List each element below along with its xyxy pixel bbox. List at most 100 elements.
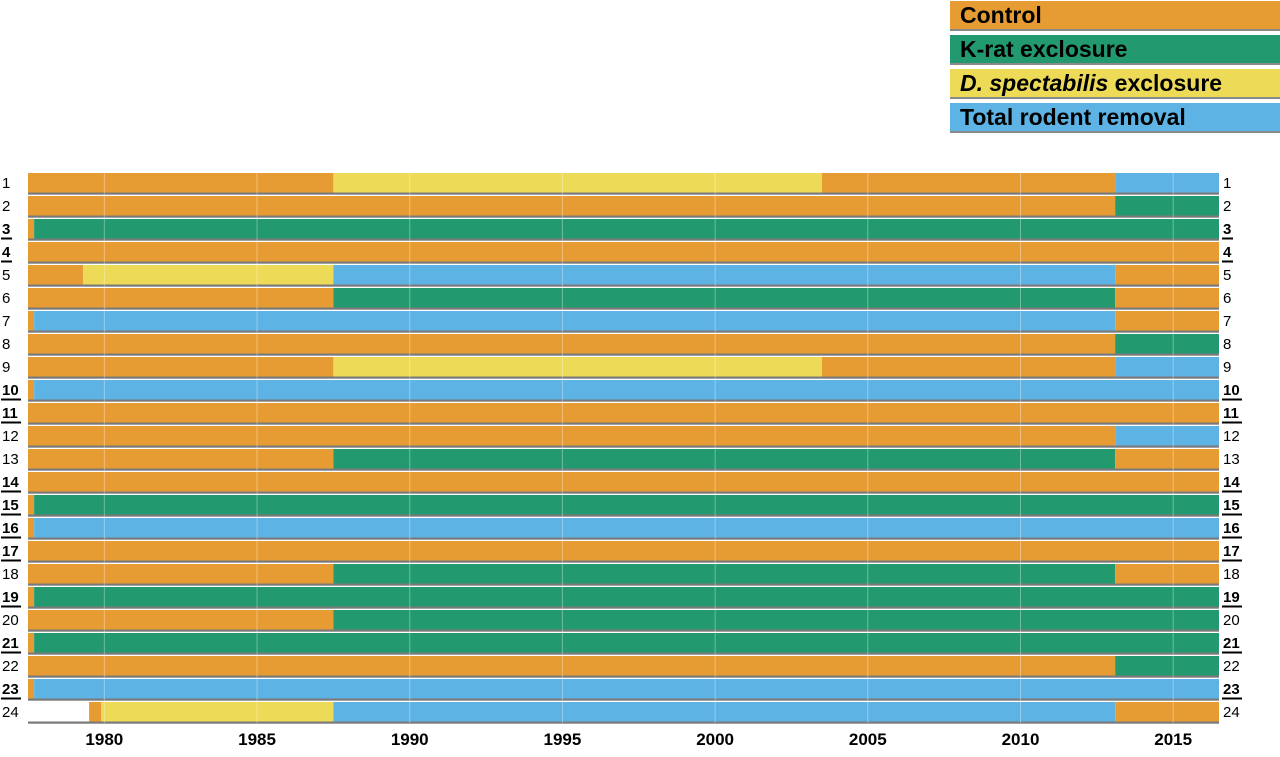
row-separator bbox=[28, 261, 1219, 264]
treatment-segment bbox=[28, 702, 90, 722]
legend-item-control: Control bbox=[950, 1, 1280, 31]
row-label-underline bbox=[1, 398, 21, 401]
row-label-underline bbox=[1222, 237, 1233, 240]
row-label-right: 22 bbox=[1223, 658, 1240, 675]
row-label-left: 14 bbox=[2, 474, 19, 491]
row-label-left: 15 bbox=[2, 497, 19, 514]
row-separator bbox=[28, 215, 1219, 218]
row-label-right: 12 bbox=[1223, 428, 1240, 445]
row-label-left: 18 bbox=[2, 566, 19, 583]
treatment-segment bbox=[822, 357, 1116, 377]
row-label-underline bbox=[1222, 536, 1242, 539]
treatment-segment bbox=[28, 196, 1116, 216]
treatment-segment bbox=[333, 702, 1116, 722]
row-label-left: 6 bbox=[2, 290, 10, 307]
treatment-segment bbox=[28, 334, 1116, 354]
row-label-right: 19 bbox=[1223, 589, 1240, 606]
row-label-underline bbox=[1222, 559, 1242, 562]
treatment-segment bbox=[34, 380, 1220, 400]
treatment-segment bbox=[28, 656, 1116, 676]
row-label-left: 1 bbox=[2, 175, 10, 192]
legend-label-control: Control bbox=[960, 2, 1042, 28]
row-separator bbox=[28, 284, 1219, 287]
row-label-right: 24 bbox=[1223, 704, 1240, 721]
row-label-right: 11 bbox=[1223, 405, 1239, 422]
row-label-left: 12 bbox=[2, 428, 19, 445]
row-label-left: 22 bbox=[2, 658, 19, 675]
treatment-segment bbox=[1115, 288, 1219, 308]
row-label-left: 17 bbox=[2, 543, 19, 560]
treatment-segment bbox=[28, 495, 35, 515]
treatment-segment bbox=[28, 242, 1219, 262]
treatment-segment bbox=[1115, 173, 1219, 193]
row-separator bbox=[28, 606, 1219, 609]
treatment-segment bbox=[1115, 357, 1219, 377]
treatment-segment bbox=[333, 610, 1219, 630]
row-label-underline bbox=[1, 651, 21, 654]
treatment-segment bbox=[333, 564, 1116, 584]
treatment-segment bbox=[1115, 702, 1219, 722]
treatment-segment bbox=[1115, 656, 1219, 676]
legend-label-dspectabilis-rest: exclosure bbox=[1108, 70, 1223, 96]
treatment-segment bbox=[28, 311, 35, 331]
row-label-right: 17 bbox=[1223, 543, 1240, 560]
legend-label-dspectabilis-italic: D. spectabilis bbox=[960, 70, 1109, 96]
row-label-right: 5 bbox=[1223, 267, 1231, 284]
row-separator bbox=[28, 514, 1219, 517]
legend-item-krat-exclosure: K-rat exclosure bbox=[950, 35, 1280, 65]
row-separator bbox=[28, 376, 1219, 379]
treatment-segment bbox=[28, 633, 35, 653]
row-separator bbox=[28, 652, 1219, 655]
treatment-segment bbox=[28, 518, 35, 538]
treatment-segment bbox=[1115, 334, 1219, 354]
treatment-segment bbox=[34, 495, 1220, 515]
x-tick-label: 2010 bbox=[1002, 730, 1040, 749]
legend-item-total-rodent-removal: Total rodent removal bbox=[950, 103, 1280, 133]
row-label-underline bbox=[1, 536, 21, 539]
treatment-segment bbox=[34, 679, 1220, 699]
row-separator bbox=[28, 353, 1219, 356]
row-label-underline bbox=[1, 421, 21, 424]
treatment-segment bbox=[34, 311, 1116, 331]
treatment-segment bbox=[28, 472, 1219, 492]
treatment-segment bbox=[1115, 426, 1219, 446]
treatment-segment bbox=[28, 173, 334, 193]
treatment-segment bbox=[333, 173, 822, 193]
gridlines-layer bbox=[103, 173, 1174, 723]
row-separator bbox=[28, 491, 1219, 494]
row-label-left: 21 bbox=[2, 635, 19, 652]
row-label-right: 21 bbox=[1223, 635, 1240, 652]
x-axis: 1980 1985 1990 1995 2000 2005 2010 2015 bbox=[85, 730, 1192, 749]
treatment-segment bbox=[28, 679, 35, 699]
row-label-left: 13 bbox=[2, 451, 19, 468]
legend-item-dspectabilis-exclosure: D. spectabilis exclosure bbox=[950, 69, 1280, 99]
row-label-right: 8 bbox=[1223, 336, 1231, 353]
x-tick-label: 1980 bbox=[85, 730, 123, 749]
row-label-left: 11 bbox=[2, 405, 18, 422]
row-label-underline bbox=[1222, 513, 1242, 516]
row-label-right: 2 bbox=[1223, 198, 1231, 215]
row-label-right: 4 bbox=[1223, 244, 1232, 261]
legend-label-total-rodent-removal: Total rodent removal bbox=[960, 104, 1186, 130]
treatment-segment bbox=[28, 449, 334, 469]
row-label-underline bbox=[1222, 651, 1242, 654]
row-label-right: 3 bbox=[1223, 221, 1231, 238]
x-tick-label: 2000 bbox=[696, 730, 734, 749]
row-label-right: 7 bbox=[1223, 313, 1231, 330]
treatment-segment bbox=[333, 288, 1116, 308]
treatment-segment bbox=[28, 610, 334, 630]
treatment-segment bbox=[34, 518, 1220, 538]
row-label-right: 20 bbox=[1223, 612, 1240, 629]
treatment-segment bbox=[101, 702, 334, 722]
row-label-underline bbox=[1222, 697, 1242, 700]
row-label-right: 1 bbox=[1223, 175, 1231, 192]
row-separator bbox=[28, 445, 1219, 448]
treatment-segment bbox=[333, 357, 822, 377]
row-separator bbox=[28, 583, 1219, 586]
row-label-left: 19 bbox=[2, 589, 19, 606]
treatment-segment bbox=[28, 380, 35, 400]
row-label-underline bbox=[1, 490, 21, 493]
row-label-left: 16 bbox=[2, 520, 19, 537]
treatment-segment bbox=[1115, 311, 1219, 331]
